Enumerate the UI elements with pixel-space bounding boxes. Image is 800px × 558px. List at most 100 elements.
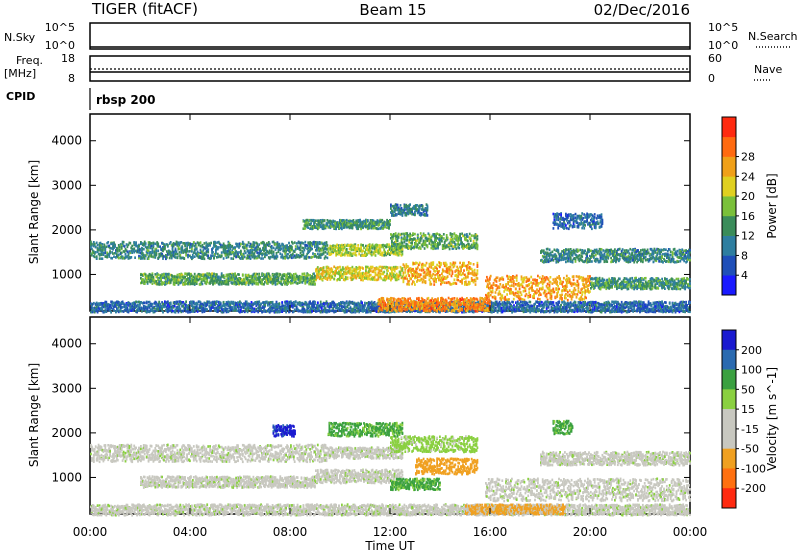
heatmap-cell	[218, 246, 220, 249]
heatmap-cell	[286, 244, 288, 247]
heatmap-cell	[559, 277, 561, 280]
heatmap-cell	[665, 248, 667, 251]
heatmap-cell	[129, 242, 131, 245]
freq-tick-bottom: 8	[68, 72, 75, 85]
heatmap-cell	[221, 255, 223, 258]
heatmap-cell	[474, 269, 476, 272]
heatmap-cell	[279, 273, 281, 276]
heatmap-cell	[179, 244, 181, 247]
heatmap-cell	[229, 273, 231, 276]
heatmap-cell	[586, 255, 588, 258]
heatmap-cell	[468, 272, 470, 275]
heatmap-cell	[553, 291, 555, 294]
heatmap-cell	[243, 243, 245, 246]
heatmap-cell	[414, 283, 416, 286]
cpid-value: rbsp 200	[96, 93, 155, 107]
heatmap-cell	[572, 293, 574, 296]
heatmap-cell	[475, 279, 477, 282]
heatmap-cell	[287, 253, 289, 256]
heatmap-cell	[164, 245, 166, 248]
heatmap-cell	[586, 278, 588, 281]
heatmap-cell	[221, 275, 223, 278]
heatmap-cell	[452, 238, 454, 241]
heatmap-cell	[581, 255, 583, 258]
heatmap-cell	[314, 246, 316, 249]
heatmap-cell	[287, 273, 289, 276]
heatmap-cell	[467, 264, 469, 267]
heatmap-cell	[457, 268, 459, 271]
heatmap-cell	[194, 255, 196, 258]
heatmap-cell	[474, 274, 476, 277]
heatmap-cell	[119, 249, 121, 252]
heatmap-cell	[348, 244, 350, 247]
heatmap-cell	[98, 249, 100, 252]
heatmap-cell	[461, 282, 463, 285]
heatmap-cell	[169, 257, 171, 260]
heatmap-cell	[549, 284, 551, 287]
heatmap-cell	[143, 248, 145, 251]
heatmap-cell	[395, 232, 397, 235]
heatmap-cell	[552, 288, 554, 291]
heatmap-cell	[410, 278, 412, 281]
heatmap-cell	[463, 262, 465, 265]
heatmap-cell	[578, 250, 580, 253]
heatmap-cell	[191, 248, 193, 251]
heatmap-cell	[394, 247, 396, 250]
heatmap-cell	[477, 277, 479, 280]
freq-label: Freq.	[16, 54, 43, 67]
heatmap-cell	[552, 251, 554, 254]
heatmap-cell	[374, 279, 376, 282]
heatmap-cell	[157, 250, 159, 253]
heatmap-cell	[566, 249, 568, 252]
heatmap-cell	[629, 279, 631, 282]
heatmap-cell	[417, 279, 419, 282]
heatmap-cell	[561, 297, 563, 300]
heatmap-cell	[108, 255, 110, 258]
heatmap-cell	[408, 274, 410, 277]
heatmap-cell	[345, 278, 347, 281]
heatmap-cell	[304, 241, 306, 244]
heatmap-cell	[217, 253, 219, 256]
heatmap-cell	[435, 239, 437, 242]
heatmap-cell	[130, 256, 132, 259]
heatmap-cell	[589, 275, 591, 278]
heatmap-cell	[592, 278, 594, 281]
heatmap-cell	[488, 295, 490, 298]
heatmap-cell	[612, 283, 614, 286]
heatmap-cell	[210, 242, 212, 245]
heatmap-cell	[575, 289, 577, 292]
heatmap-cell	[404, 266, 406, 269]
heatmap-cell	[315, 241, 317, 244]
heatmap-cell	[194, 273, 196, 276]
heatmap-cell	[455, 247, 457, 250]
heatmap-cell	[381, 252, 383, 255]
heatmap-cell	[175, 253, 177, 256]
heatmap-cell	[647, 249, 649, 252]
heatmap-cell	[591, 255, 593, 258]
heatmap-cell	[172, 275, 174, 278]
heatmap-cell	[206, 272, 208, 275]
heatmap-cell	[513, 285, 515, 288]
heatmap-cell	[528, 279, 530, 282]
heatmap-cell	[288, 242, 290, 245]
heatmap-cell	[442, 281, 444, 284]
heatmap-cell	[541, 249, 543, 252]
heatmap-cell	[467, 235, 469, 238]
heatmap-cell	[295, 248, 297, 251]
heatmap-cell	[274, 273, 276, 276]
heatmap-cell	[680, 251, 682, 254]
heatmap-cell	[589, 259, 591, 262]
heatmap-cell	[645, 277, 647, 280]
heatmap-cell	[418, 273, 420, 276]
heatmap-cell	[642, 261, 644, 264]
heatmap-cell	[321, 249, 323, 252]
heatmap-cell	[524, 278, 526, 281]
heatmap-cell	[457, 279, 459, 282]
heatmap-cell	[456, 235, 458, 238]
heatmap-cell	[606, 260, 608, 263]
heatmap-cell	[110, 247, 112, 250]
heatmap-cell	[670, 251, 672, 254]
heatmap-cell	[466, 283, 468, 286]
heatmap-cell	[370, 274, 372, 277]
heatmap-cell	[311, 256, 313, 259]
